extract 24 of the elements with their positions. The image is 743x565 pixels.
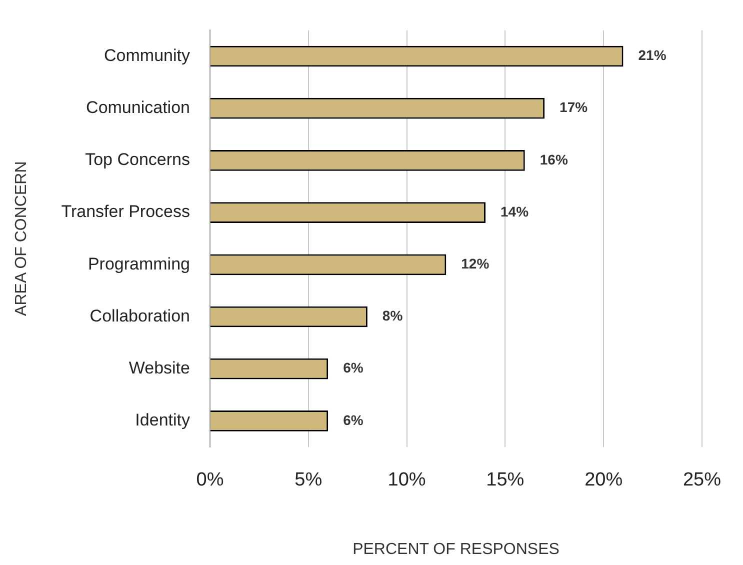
y-tick-label: Comunication	[86, 98, 190, 118]
y-tick-label: Top Concerns	[85, 150, 190, 170]
x-tick-label: 25%	[682, 470, 722, 491]
y-tick-label: Collaboration	[90, 306, 190, 326]
data-label: 17%	[560, 99, 588, 116]
data-label: 6%	[343, 412, 364, 428]
x-tick-label: 0%	[196, 470, 224, 491]
data-label: 8%	[382, 308, 404, 324]
x-tick-label: 10%	[388, 470, 426, 491]
data-label: 12%	[461, 256, 490, 272]
x-axis-title: PERCENT OF RESPONSES	[352, 540, 560, 558]
x-tick-label: 20%	[584, 470, 623, 491]
data-label: 14%	[500, 203, 530, 220]
y-tick-label: Programming	[88, 254, 190, 274]
y-tick-label: Community	[104, 46, 190, 65]
data-label: 21%	[638, 47, 667, 64]
y-tick-label: Identity	[135, 410, 190, 430]
y-tick-label: Website	[128, 358, 190, 378]
x-tick-label: 5%	[294, 470, 322, 491]
data-label: 6%	[343, 360, 364, 376]
x-tick-label: 15%	[486, 470, 524, 491]
y-axis-title: AREA OF CONCERN	[13, 161, 30, 316]
data-label: 16%	[540, 151, 568, 168]
y-tick-label: Transfer Process	[61, 202, 190, 222]
